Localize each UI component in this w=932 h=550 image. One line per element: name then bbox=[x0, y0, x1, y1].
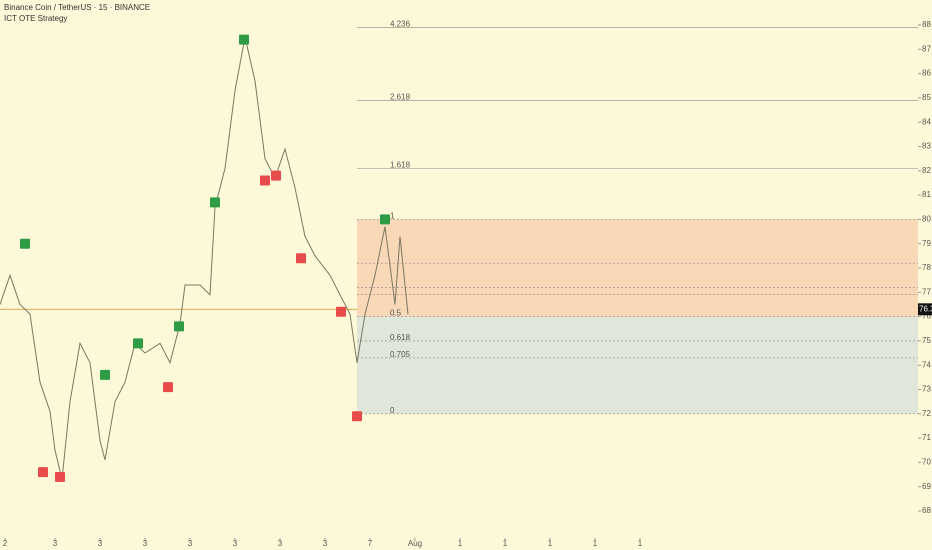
signal-marker bbox=[352, 411, 362, 422]
signal-marker bbox=[271, 170, 281, 181]
signal-marker bbox=[163, 382, 173, 393]
signal-marker bbox=[38, 467, 48, 478]
x-tick-label: 3 bbox=[98, 539, 103, 548]
x-tick-label: 3 bbox=[143, 539, 148, 548]
x-tick-label: Aug bbox=[408, 539, 422, 548]
y-tick-label: 73 bbox=[922, 385, 931, 394]
signal-marker bbox=[55, 471, 65, 482]
y-tick-label: 77 bbox=[922, 287, 931, 296]
level-label: 2.618 bbox=[390, 92, 411, 101]
price-line bbox=[0, 37, 409, 480]
y-tick-label: 76 bbox=[922, 312, 931, 321]
y-tick-label: 84 bbox=[922, 117, 931, 126]
signal-marker bbox=[380, 214, 390, 225]
x-tick-label: 1 bbox=[638, 539, 643, 548]
x-tick-label: 3 bbox=[53, 539, 58, 548]
y-tick-label: 83 bbox=[922, 142, 931, 151]
x-tick-label: 1 bbox=[593, 539, 598, 548]
y-tick-label: 87 bbox=[922, 44, 931, 53]
x-tick-label: 3 bbox=[233, 539, 238, 548]
signal-marker bbox=[239, 34, 249, 45]
y-tick-label: 78 bbox=[922, 263, 931, 272]
signal-marker bbox=[20, 238, 30, 249]
signal-marker bbox=[133, 338, 143, 349]
y-tick-label: 74 bbox=[922, 360, 931, 369]
y-tick-label: 85 bbox=[922, 93, 931, 102]
y-tick-label: 88 bbox=[922, 20, 931, 29]
y-tick-label: 82 bbox=[922, 166, 931, 175]
y-tick-label: 79 bbox=[922, 239, 931, 248]
x-tick-label: 3 bbox=[188, 539, 193, 548]
signal-marker bbox=[174, 321, 184, 332]
x-tick-label: 3 bbox=[278, 539, 283, 548]
zone bbox=[357, 219, 918, 317]
y-tick-label: 75 bbox=[922, 336, 931, 345]
y-tick-label: 86 bbox=[922, 69, 931, 78]
level-label: 1.618 bbox=[390, 160, 411, 169]
level-label: 4.236 bbox=[390, 20, 411, 29]
level-label: 1 bbox=[390, 212, 395, 221]
y-tick-label: 68 bbox=[922, 506, 931, 515]
signal-marker bbox=[210, 197, 220, 208]
y-tick-label: 72 bbox=[922, 409, 931, 418]
y-tick-label: 81 bbox=[922, 190, 931, 199]
x-tick-label: 3 bbox=[323, 539, 328, 548]
signal-marker bbox=[296, 253, 306, 264]
signal-marker bbox=[336, 306, 346, 317]
y-tick-label: 71 bbox=[922, 433, 931, 442]
zone bbox=[357, 316, 918, 414]
level-label: 0.5 bbox=[390, 309, 402, 318]
x-tick-label: 7 bbox=[368, 539, 373, 548]
level-label: 0.618 bbox=[390, 333, 411, 342]
signal-marker bbox=[100, 369, 110, 380]
level-label: 0 bbox=[390, 406, 395, 415]
x-tick-label: 1 bbox=[548, 539, 553, 548]
signal-marker bbox=[260, 175, 270, 186]
x-tick-label: 2 bbox=[3, 539, 8, 548]
x-tick-label: 1 bbox=[503, 539, 508, 548]
last-price-label: 76.30 bbox=[919, 304, 932, 313]
chart-subtitle: ICT OTE Strategy bbox=[4, 14, 67, 23]
chart-title: Binance Coin / TetherUS · 15 · BINANCE bbox=[4, 3, 150, 12]
level-label: 0.705 bbox=[390, 350, 411, 359]
x-tick-label: 1 bbox=[458, 539, 463, 548]
last-price-box bbox=[918, 303, 932, 316]
y-tick-label: 80 bbox=[922, 215, 931, 224]
y-tick-label: 70 bbox=[922, 458, 931, 467]
y-tick-label: 69 bbox=[922, 482, 931, 491]
